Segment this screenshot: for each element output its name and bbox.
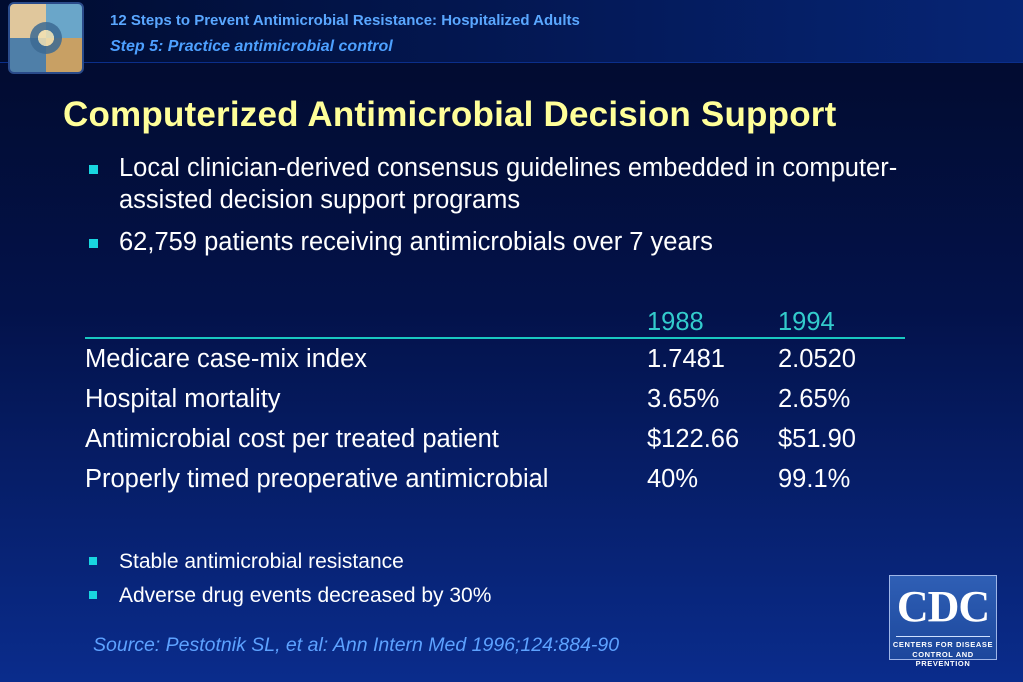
table-cell: 99.1%: [778, 464, 851, 493]
table-header-cell: 1988: [647, 308, 778, 339]
table-cell: 1.7481: [647, 344, 725, 373]
table-cell: Medicare case-mix index: [85, 344, 368, 373]
step-logo-icon: [8, 2, 84, 74]
series-title: 12 Steps to Prevent Antimicrobial Resist…: [110, 12, 580, 29]
table-cell: $122.66: [647, 424, 740, 453]
table-cell: $51.90: [778, 424, 856, 453]
bullet-item: Adverse drug events decreased by 30%: [85, 579, 491, 613]
cdc-logo-text: CDC: [896, 582, 990, 631]
cdc-logo-divider: [896, 636, 990, 637]
cdc-logo-subtitle: CENTERS FOR DISEASE: [892, 640, 994, 649]
bullet-text: 62,759 patients receiving antimicrobials…: [119, 228, 713, 256]
table-cell: 2.65%: [778, 384, 851, 413]
bullet-text: Local clinician-derived consensus guidel…: [119, 154, 898, 214]
table-cell: 2.0520: [778, 344, 856, 373]
cdc-logo-subtitle: CONTROL AND PREVENTION: [912, 650, 974, 668]
square-bullet-icon: [89, 557, 97, 565]
table-row: Medicare case-mix index 1.7481 2.0520: [85, 338, 905, 379]
table-cell: Properly timed preoperative antimicrobia…: [85, 464, 549, 493]
bullet-list-secondary: Stable antimicrobial resistance Adverse …: [85, 545, 491, 613]
square-bullet-icon: [89, 165, 98, 174]
cdc-logo: CDC CENTERS FOR DISEASE CONTROL AND PREV…: [889, 575, 997, 668]
table-row: Hospital mortality 3.65% 2.65%: [85, 379, 905, 419]
source-citation: Source: Pestotnik SL, et al: Ann Intern …: [93, 634, 620, 656]
bullet-text: Adverse drug events decreased by 30%: [119, 584, 492, 607]
bullet-item: Stable antimicrobial resistance: [85, 545, 491, 579]
bullet-item: Local clinician-derived consensus guidel…: [85, 152, 965, 216]
table-header-row: 1988 1994: [85, 308, 905, 339]
table-row: Properly timed preoperative antimicrobia…: [85, 459, 905, 499]
bullet-list: Local clinician-derived consensus guidel…: [85, 152, 965, 268]
table-header-cell: 1994: [778, 308, 905, 339]
table-row: Antimicrobial cost per treated patient $…: [85, 419, 905, 459]
outcomes-table: 1988 1994 Medicare case-mix index 1.7481…: [85, 308, 905, 499]
square-bullet-icon: [89, 239, 98, 248]
bullet-item: 62,759 patients receiving antimicrobials…: [85, 226, 965, 258]
table-cell: 40%: [647, 464, 699, 493]
table-cell: 3.65%: [647, 384, 720, 413]
table-cell: Hospital mortality: [85, 384, 281, 413]
slide-title: Computerized Antimicrobial Decision Supp…: [63, 95, 837, 134]
table-header-cell: [85, 308, 647, 339]
square-bullet-icon: [89, 591, 97, 599]
table-cell: Antimicrobial cost per treated patient: [85, 424, 499, 453]
step-subtitle: Step 5: Practice antimicrobial control: [110, 38, 393, 55]
bullet-text: Stable antimicrobial resistance: [119, 550, 404, 573]
header-bar: 12 Steps to Prevent Antimicrobial Resist…: [0, 0, 1023, 74]
